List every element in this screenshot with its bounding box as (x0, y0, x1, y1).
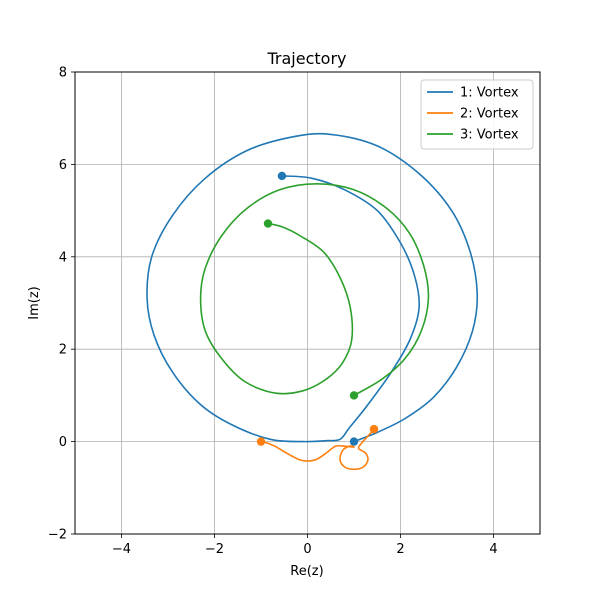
x-tick-label: 2 (396, 542, 404, 557)
y-tick-label: 8 (59, 66, 67, 81)
x-axis-label: Re(z) (290, 564, 323, 579)
y-tick-label: 0 (59, 435, 67, 450)
series-group (146, 132, 479, 471)
series-start-marker-1 (349, 437, 359, 446)
y-tick-label: −2 (48, 528, 67, 543)
legend-label-1: 1: Vortex (460, 86, 519, 101)
series-line-2 (260, 428, 375, 471)
legend-label-3: 3: Vortex (460, 128, 519, 143)
y-tick-label: 4 (59, 250, 67, 265)
x-tick-label: 4 (489, 542, 497, 557)
legend-box (420, 79, 534, 150)
series-end-marker-2 (256, 437, 266, 446)
legend: 1: Vortex 2: Vortex 3: Vortex (420, 79, 534, 150)
y-axis-label: Im(z) (27, 286, 42, 319)
series-line-1 (146, 132, 479, 443)
y-tick-label: 2 (59, 343, 67, 358)
series-start-marker-2 (369, 424, 379, 434)
series-start-marker-3 (349, 391, 359, 400)
x-tick-label: −4 (112, 542, 131, 557)
series-end-marker-1 (277, 171, 287, 181)
chart-title: Trajectory (267, 49, 347, 68)
y-tick-label: 6 (59, 158, 67, 173)
x-tick-label: 0 (303, 542, 311, 557)
series-line-3 (199, 183, 430, 397)
legend-label-2: 2: Vortex (460, 107, 519, 122)
axis-ticks: −4 −2 0 2 4 −2 0 2 4 6 8 (48, 66, 498, 558)
series-end-marker-3 (263, 219, 273, 228)
x-tick-label: −2 (205, 542, 224, 557)
